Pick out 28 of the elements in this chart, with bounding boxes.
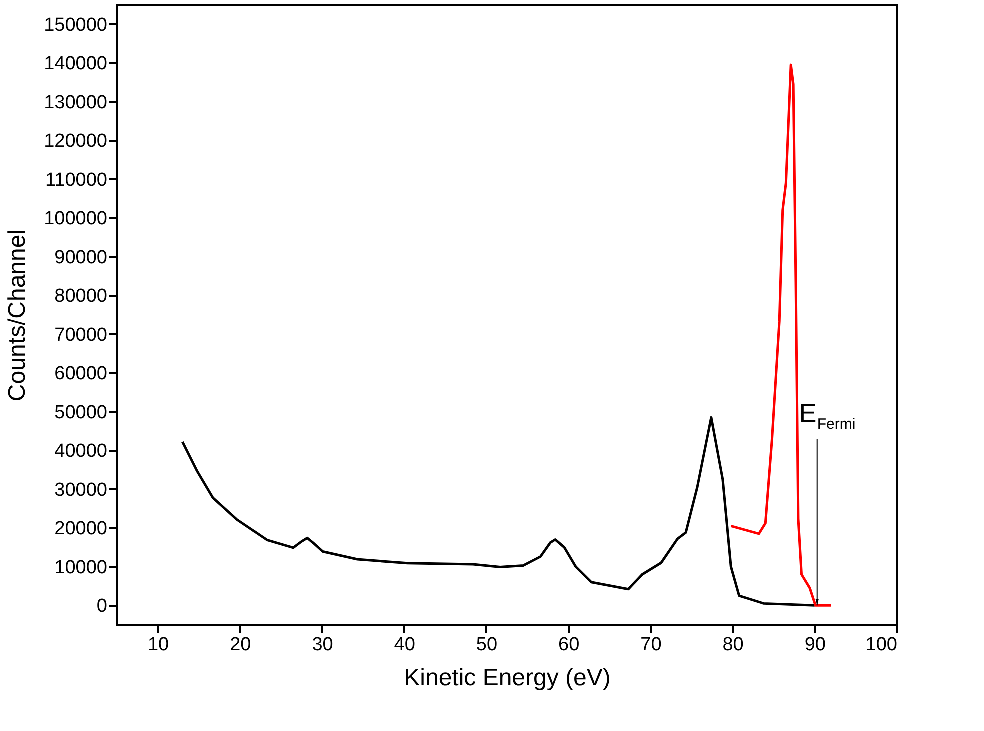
y-tick-label: 20000 <box>54 518 108 540</box>
x-tick-label: 70 <box>640 634 662 656</box>
x-tick-label: 100 <box>866 634 898 656</box>
y-tick-label: 0 <box>96 596 108 618</box>
y-tick-label: 130000 <box>44 92 108 114</box>
x-tick-label: 20 <box>230 634 252 656</box>
x-tick-label: 90 <box>804 634 826 656</box>
y-tick-label: 140000 <box>44 54 108 75</box>
y-tick-label: 90000 <box>54 247 108 268</box>
y-axis-title: Counts/Channel <box>4 229 32 402</box>
x-tick-label: 40 <box>394 634 416 656</box>
x-tick-label: 10 <box>148 634 170 656</box>
x-tick-label: 30 <box>312 634 334 656</box>
x-tick-label: 50 <box>476 634 498 656</box>
y-tick-label: 50000 <box>54 402 108 424</box>
y-tick-label: 60000 <box>54 364 108 385</box>
y-tick-label: 150000 <box>44 14 108 36</box>
y-tick-label: 70000 <box>54 324 108 346</box>
x-tick-label: 60 <box>558 634 580 656</box>
y-tick-label: 80000 <box>54 286 108 308</box>
y-tick-label: 30000 <box>54 480 108 501</box>
y-tick-label: 100000 <box>44 208 108 230</box>
y-tick-label: 110000 <box>46 170 108 191</box>
y-tick-label: 120000 <box>44 131 108 152</box>
y-tick-label: 10000 <box>54 557 108 578</box>
x-axis-title: Kinetic Energy (eV) <box>404 664 611 692</box>
x-tick-label: 80 <box>722 634 744 656</box>
y-tick-label: 40000 <box>54 441 108 462</box>
